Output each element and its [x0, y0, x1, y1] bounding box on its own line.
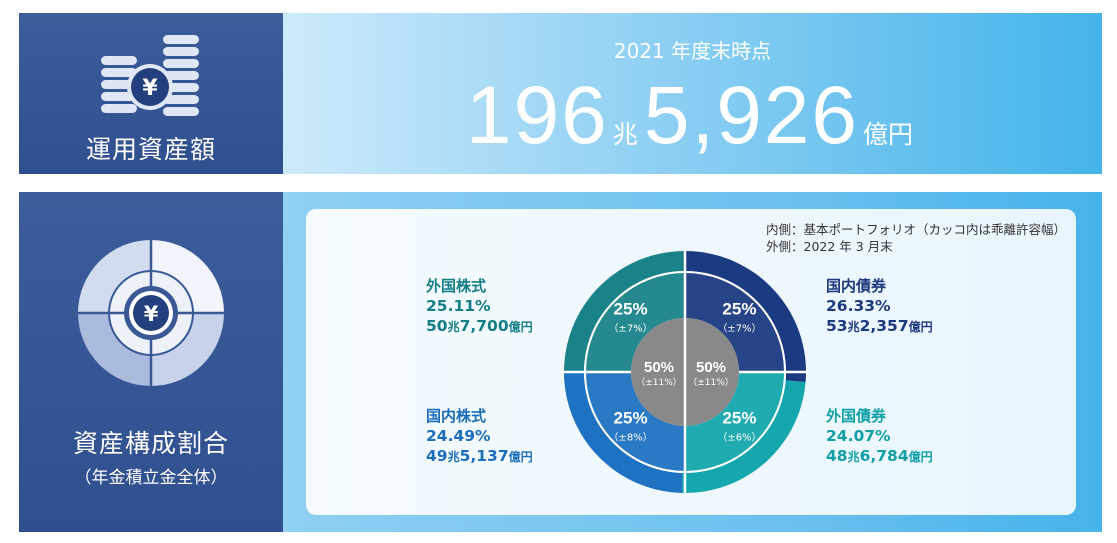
center-group-label: 50% [644, 359, 674, 376]
legend-inner-note: 内側：基本ポートフォリオ（カッコ内は乖離許容幅） [766, 222, 1067, 237]
category-amount: 49兆5,137億円 [426, 447, 533, 465]
total-assets-value: 196 兆5,926 億円 [283, 69, 1102, 163]
inner-slice-foreign_equity [585, 272, 685, 372]
category-amount: 53兆2,357億円 [826, 317, 933, 335]
outer-slice-foreign_equity [564, 251, 685, 373]
inner-target-label: 25% [614, 300, 648, 319]
legend-outer-note: 外側：2022 年 3 月末 [766, 239, 893, 254]
yen-donut-icon: ¥ [77, 239, 225, 387]
inner-slice-domestic_equity [585, 372, 685, 472]
outer-slice-domestic_bonds [685, 251, 806, 383]
amount-unit-hundred-million-yen: 億円 [863, 120, 914, 149]
inner-tolerance-label: （±6%） [717, 431, 761, 443]
amount-banner: 2021 年度末時点 196 兆5,926 億円 [283, 13, 1102, 174]
domestic-bonds-callout: 国内債券 26.33% 53兆2,357億円 [826, 276, 933, 337]
outer-slice-foreign_bonds [681, 380, 806, 493]
svg-text:¥: ¥ [144, 302, 159, 326]
domestic-equity-callout: 国内株式 24.49% 49兆5,137億円 [426, 406, 533, 467]
allocation-sidebar: ¥ 資産構成割合 （年金積立金全体） [19, 192, 283, 532]
foreign-equity-callout: 外国株式 25.11% 50兆7,700億円 [426, 276, 533, 337]
inner-target-label: 25% [722, 408, 756, 427]
center-group-tolerance: （±11%） [636, 377, 682, 388]
amount-trillions: 196 [465, 70, 609, 161]
category-name: 外国株式 [426, 277, 487, 295]
allocation-donut-chart: 25%（±7%）25%（±6%）25%（±8%）25%（±7%）50%（±11%… [563, 250, 807, 494]
as-of-date: 2021 年度末時点 [613, 39, 772, 63]
allocation-title: 資産構成割合 [72, 429, 229, 458]
category-percent: 25.11% [426, 297, 491, 315]
category-amount: 50兆7,700億円 [426, 317, 533, 335]
category-name: 国内株式 [426, 407, 487, 425]
category-name: 外国債券 [826, 407, 887, 425]
amount-unit-trillion: 兆 [612, 120, 638, 149]
yen-coin-stack-icon: ¥ [101, 35, 199, 116]
inner-slice-foreign_bonds [685, 372, 785, 472]
inner-target-label: 25% [614, 408, 648, 427]
allocation-subtitle: （年金積立金全体） [74, 468, 228, 488]
svg-text:¥: ¥ [142, 76, 158, 101]
foreign-bonds-callout: 外国債券 24.07% 48兆6,784億円 [826, 406, 933, 467]
amount-sidebar: ¥ 運用資産額 [19, 13, 283, 174]
inner-tolerance-label: （±7%） [717, 323, 761, 335]
category-percent: 24.07% [826, 427, 891, 445]
category-percent: 26.33% [826, 297, 891, 315]
inner-slice-domestic_bonds [685, 272, 785, 372]
category-amount: 48兆6,784億円 [826, 447, 933, 465]
category-percent: 24.49% [426, 427, 491, 445]
center-group-tolerance: （±11%） [688, 377, 734, 388]
outer-slice-domestic_equity [564, 372, 683, 493]
ring-separator [584, 271, 786, 473]
inner-tolerance-label: （±8%） [608, 431, 652, 443]
amount-hundred-millions: 5,926 [643, 70, 860, 161]
amount-title: 運用資産額 [85, 135, 216, 164]
category-name: 国内債券 [826, 277, 887, 295]
inner-target-label: 25% [722, 300, 756, 319]
inner-tolerance-label: （±7%） [608, 323, 652, 335]
center-group-label: 50% [696, 359, 726, 376]
